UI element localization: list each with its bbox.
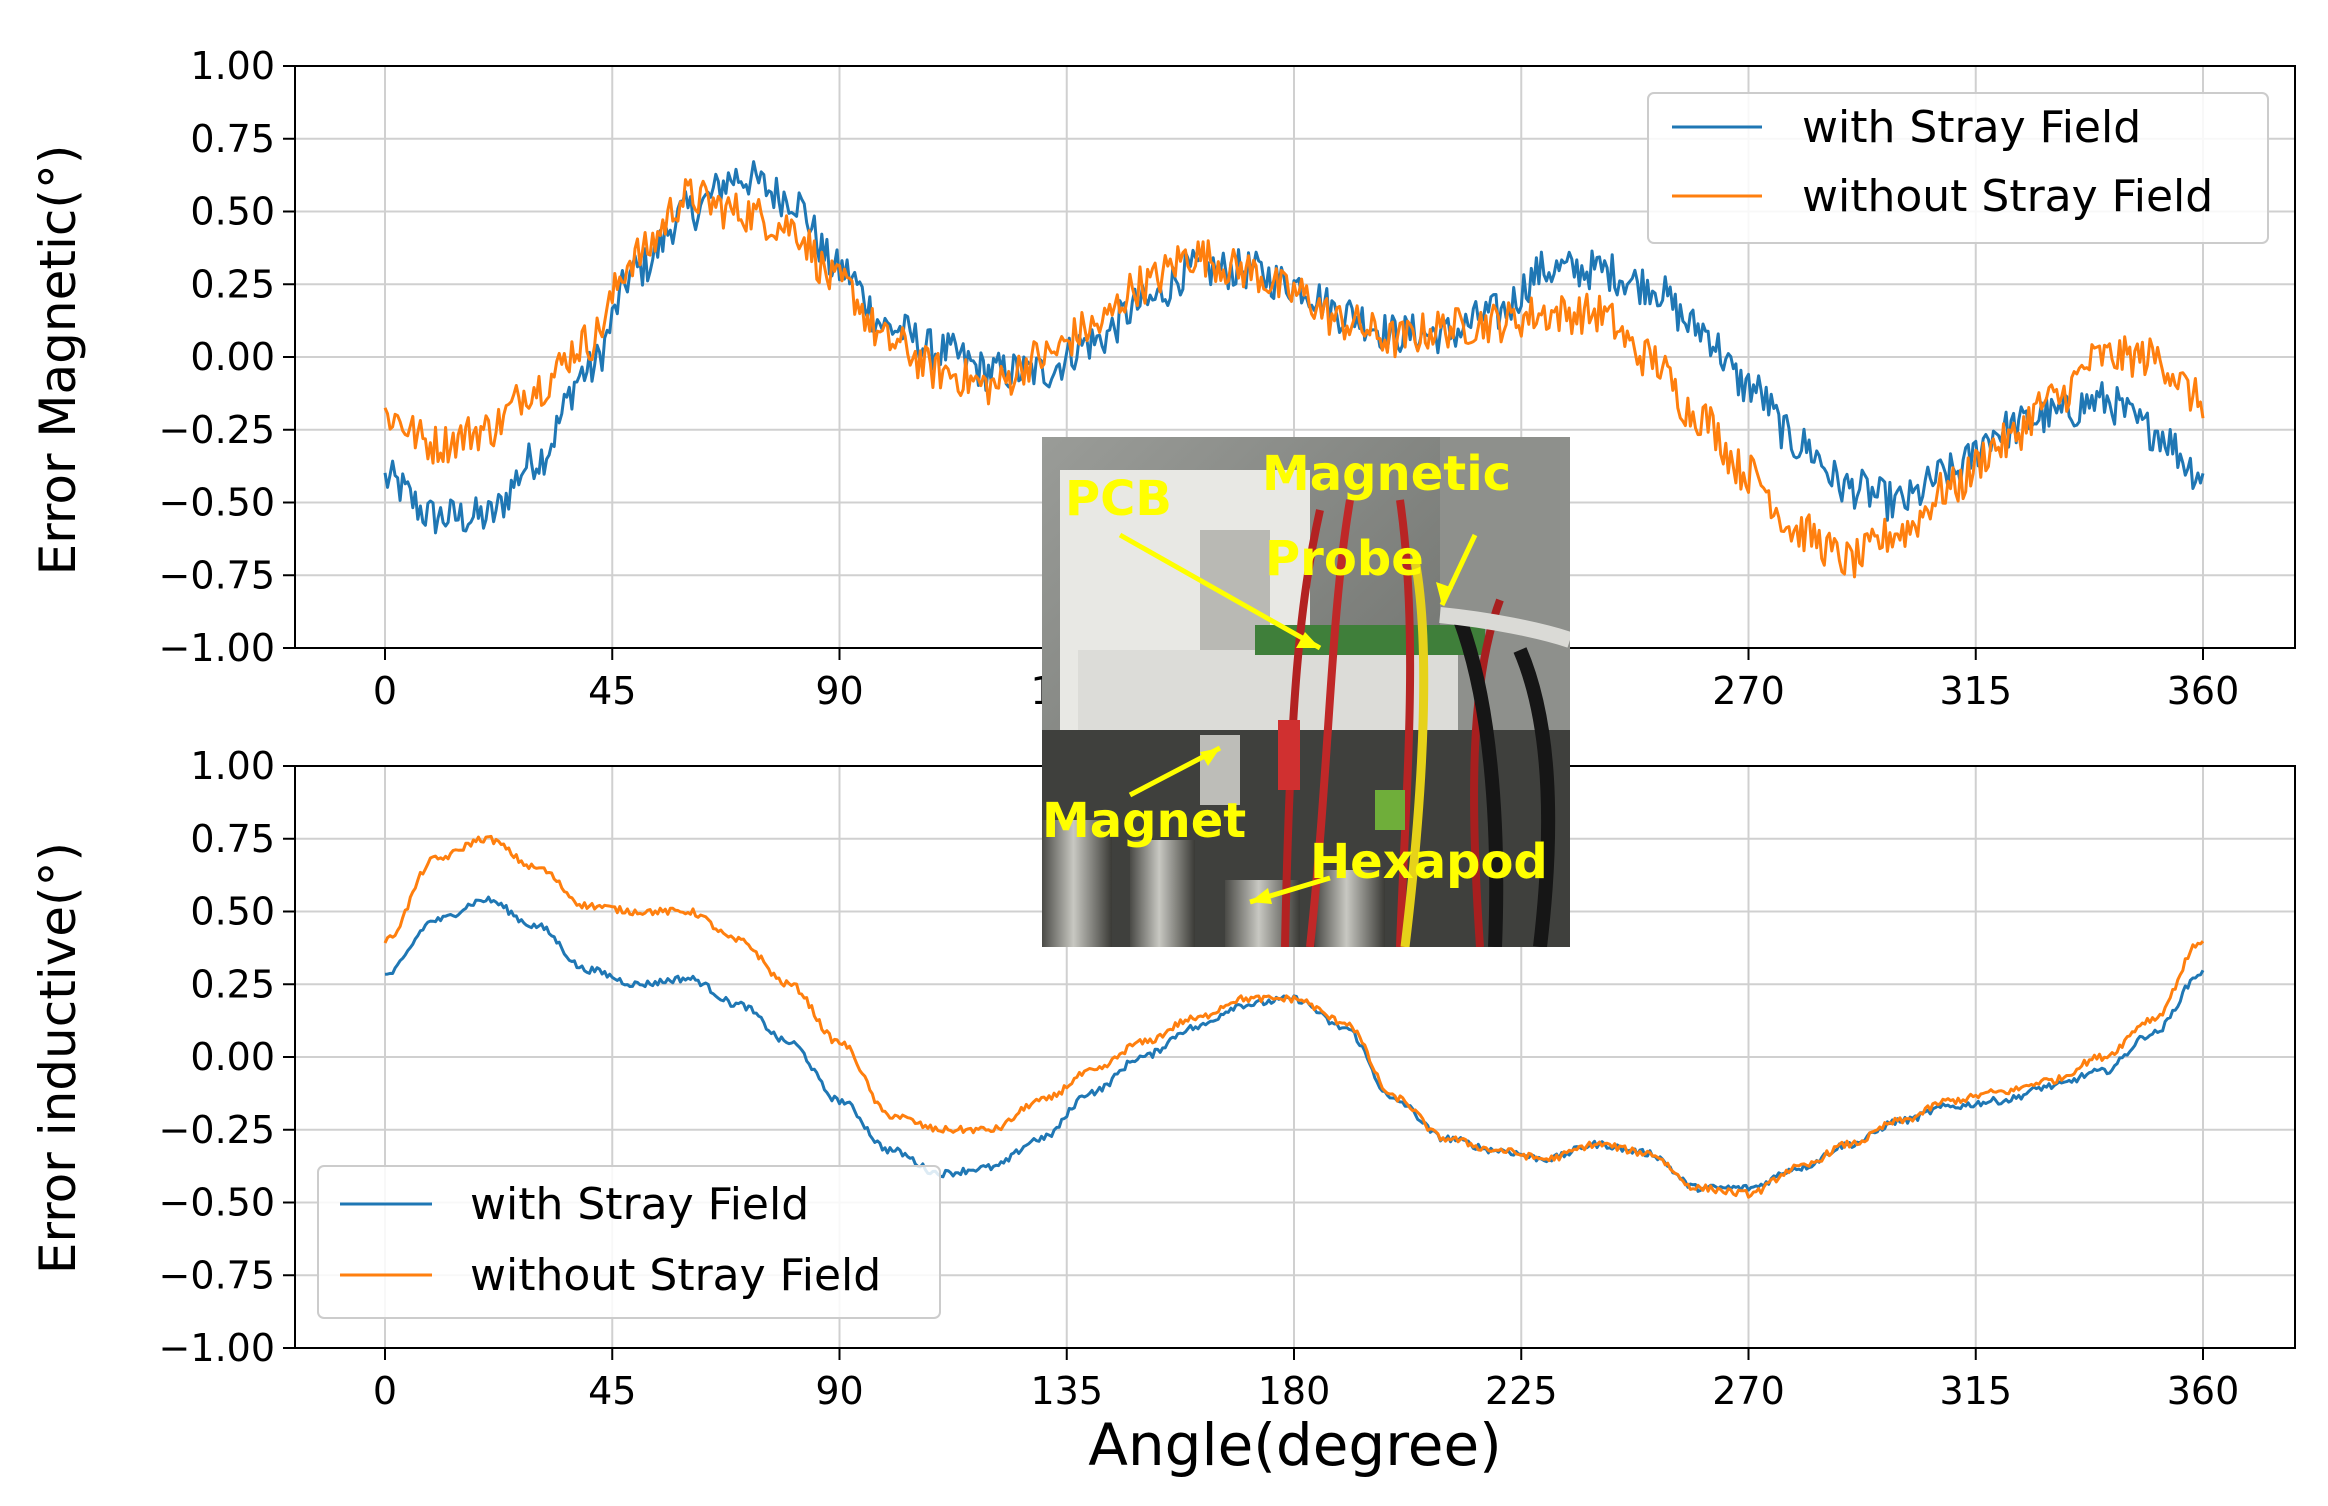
photo-hexapod-leg-2 bbox=[1130, 840, 1195, 947]
photo-wire-black-2 bbox=[1513, 647, 1556, 947]
y-tick-label: 0.00 bbox=[190, 335, 275, 379]
x-tick-label: 270 bbox=[1712, 1369, 1785, 1413]
photo-red-connector bbox=[1278, 720, 1300, 790]
y-tick-label: 1.00 bbox=[190, 744, 275, 788]
y-tick-label: 0.75 bbox=[190, 117, 275, 161]
x-tick-label: 90 bbox=[815, 669, 863, 713]
legend-label-without-magnetic: without Stray Field bbox=[1802, 171, 2213, 222]
series-layer-inductive bbox=[383, 834, 2205, 1199]
y-tick-label: 0.25 bbox=[190, 262, 275, 306]
x-tick-label: 45 bbox=[588, 669, 636, 713]
photo-hexapod-leg-4 bbox=[1315, 870, 1385, 947]
x-tick-label: 90 bbox=[815, 1369, 863, 1413]
photo-wire-red-3 bbox=[1396, 499, 1415, 947]
photo-wall-right bbox=[1440, 437, 1570, 737]
photo-wire-yellow bbox=[1400, 559, 1429, 947]
x-tick-label: 270 bbox=[1712, 669, 1785, 713]
photo-green-connector bbox=[1375, 790, 1405, 830]
x-tick-label: 360 bbox=[2167, 1369, 2240, 1413]
x-axis-title: Angle(degree) bbox=[1088, 1411, 1502, 1479]
legend-label-without-inductive: without Stray Field bbox=[470, 1250, 881, 1301]
x-tick-label: 0 bbox=[373, 1369, 397, 1413]
series-line-without-stray-field bbox=[383, 834, 2205, 1199]
photo-arrow-pcb bbox=[1118, 532, 1322, 651]
series-layer-magnetic bbox=[383, 160, 2205, 579]
legend-label-with-magnetic: with Stray Field bbox=[1802, 102, 2141, 153]
y-tick-label: −0.25 bbox=[159, 1108, 275, 1152]
series-line-with-stray-field bbox=[383, 160, 2205, 535]
panel-error-inductive: 0 45 90 135 180 225 270 315 360 1.00 0.75 0.50 0.25 0… bbox=[29, 744, 2296, 1479]
photo-hexapod-leg-1 bbox=[1042, 820, 1112, 947]
photo-pcb bbox=[1255, 625, 1485, 655]
y-tick-label: 0.25 bbox=[190, 962, 275, 1006]
x-tick-label: 315 bbox=[1939, 1369, 2012, 1413]
x-tick-label: 0 bbox=[373, 669, 397, 713]
x-tick-label: 135 bbox=[1030, 1369, 1103, 1413]
y-axis-title-magnetic: Error Magnetic(°) bbox=[29, 145, 87, 576]
photo-label-magnetic: Magnetic bbox=[1262, 446, 1511, 502]
photo-arrowhead-magnet bbox=[1200, 748, 1220, 766]
legend-box-magnetic bbox=[1647, 92, 2269, 244]
y-tick-label: −1.00 bbox=[159, 626, 275, 670]
x-tick-label: 180 bbox=[1258, 1369, 1331, 1413]
photo-inset: PCB Magnetic Probe Magnet Hexapod bbox=[1042, 437, 1570, 947]
y-tick-label: −1.00 bbox=[159, 1326, 275, 1370]
photo-label-probe: Probe bbox=[1265, 531, 1424, 587]
photo-wire-red-2 bbox=[1306, 499, 1354, 947]
photo-label-hexapod: Hexapod bbox=[1310, 834, 1548, 890]
photo-magnet-cylinder bbox=[1200, 735, 1240, 805]
y-tick-label: 0.00 bbox=[190, 1035, 275, 1079]
legend-inductive: with Stray Field without Stray Field bbox=[317, 1165, 941, 1319]
photo-white-base bbox=[1078, 650, 1458, 730]
photo-wire-gray bbox=[1439, 607, 1570, 648]
y-tick-label: 0.50 bbox=[190, 890, 275, 934]
legend-box-inductive bbox=[317, 1165, 941, 1319]
legend-label-with-inductive: with Stray Field bbox=[470, 1179, 809, 1230]
y-tick-label: 0.75 bbox=[190, 817, 275, 861]
y-tick-label: −0.25 bbox=[159, 408, 275, 452]
photo-arrowhead-hexapod bbox=[1250, 888, 1272, 904]
y-tick-label: 0.50 bbox=[190, 190, 275, 234]
x-tick-label: 315 bbox=[1939, 669, 2012, 713]
x-tick-label: 360 bbox=[2167, 669, 2240, 713]
photo-wire-black-1 bbox=[1453, 617, 1504, 947]
x-tick-label: 225 bbox=[1485, 1369, 1558, 1413]
photo-label-magnet: Magnet bbox=[1042, 793, 1246, 849]
y-tick-label: −0.50 bbox=[159, 1181, 275, 1225]
photo-wire-red-4 bbox=[1470, 598, 1504, 947]
photo-label-pcb: PCB bbox=[1065, 471, 1172, 527]
y-tick-label: −0.50 bbox=[159, 481, 275, 525]
panel-error-magnetic: 045901351802252703153601.000.750.500.250… bbox=[29, 44, 2296, 713]
photo-wire-red-1 bbox=[1281, 509, 1324, 947]
y-tick-label: 1.00 bbox=[190, 44, 275, 88]
y-tick-label: −0.75 bbox=[159, 1253, 275, 1297]
x-tick-label: 45 bbox=[588, 1369, 636, 1413]
legend-magnetic: with Stray Field without Stray Field bbox=[1647, 92, 2269, 244]
y-tick-label: −0.75 bbox=[159, 553, 275, 597]
ticks-inductive: 0 45 90 135 180 225 270 315 360 1.00 0.75 0.50 0.25 0… bbox=[159, 744, 2240, 1413]
photo-arrowhead-probe bbox=[1436, 582, 1453, 605]
photo-arrowhead-pcb bbox=[1296, 632, 1320, 648]
series-line-without-stray-field bbox=[383, 178, 2205, 579]
y-axis-title-inductive: Error inductive(°) bbox=[29, 842, 87, 1274]
